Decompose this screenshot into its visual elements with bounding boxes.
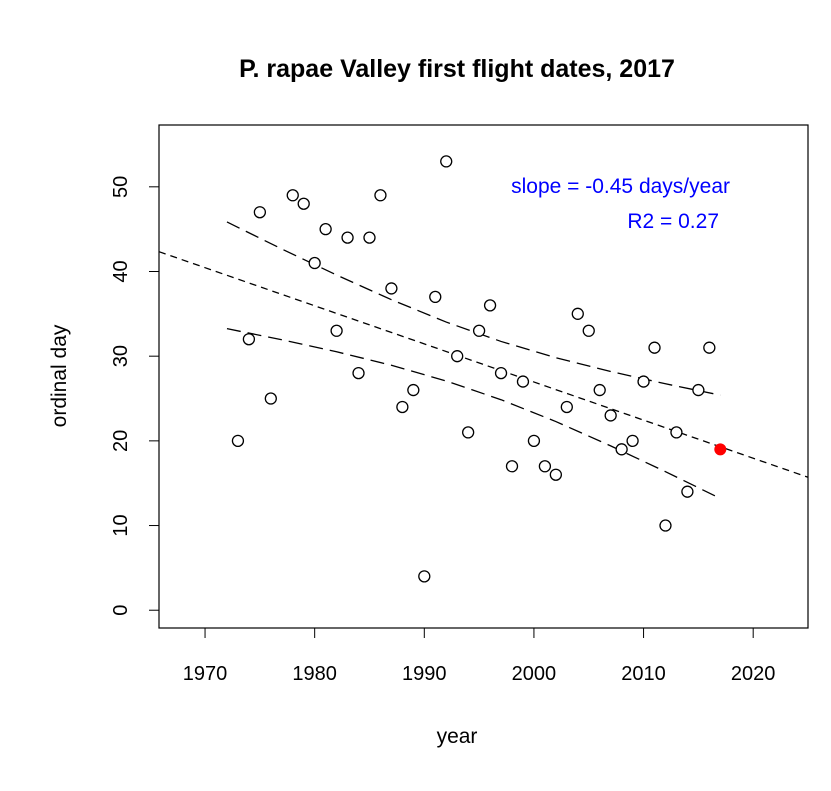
data-point <box>319 223 332 236</box>
data-point <box>659 519 672 532</box>
data-point <box>527 434 541 448</box>
plot-frame <box>158 124 809 629</box>
x-axis-label: year <box>437 725 478 748</box>
data-point <box>681 485 694 498</box>
data-point <box>352 366 365 380</box>
data-point <box>253 206 267 219</box>
confidence-lower-line <box>226 328 721 500</box>
data-point <box>264 392 277 405</box>
y-tick-label: 0 <box>110 605 132 616</box>
y-tick-label: 10 <box>110 514 132 536</box>
data-point <box>637 375 650 388</box>
data-point <box>308 256 321 270</box>
data-point <box>363 231 376 244</box>
regression-line <box>158 251 809 478</box>
data-point <box>242 333 256 346</box>
data-point <box>494 366 508 380</box>
data-point <box>692 383 705 397</box>
data-point <box>374 189 387 202</box>
data-point <box>571 307 584 320</box>
x-tick-label: 1980 <box>292 663 337 685</box>
data-point <box>440 155 453 168</box>
data-point <box>462 426 475 439</box>
data-point <box>396 400 409 414</box>
data-point <box>560 400 573 414</box>
data-point <box>297 197 310 210</box>
r2-annotation: R2 = 0.27 <box>627 210 719 233</box>
data-point <box>330 324 343 337</box>
data-point <box>615 443 628 456</box>
data-point <box>549 468 563 481</box>
y-tick-label: 30 <box>110 345 132 367</box>
data-point <box>516 375 530 388</box>
confidence-upper-line <box>226 221 721 396</box>
x-tick-label: 1990 <box>402 663 447 685</box>
x-tick-label: 2020 <box>731 663 776 685</box>
data-point <box>626 434 639 448</box>
data-point <box>451 350 464 363</box>
data-point <box>505 460 519 473</box>
data-point <box>604 409 617 422</box>
y-tick-label: 20 <box>110 430 132 452</box>
data-point <box>407 383 420 397</box>
data-point <box>593 383 606 397</box>
data-point <box>385 282 398 295</box>
slope-annotation: slope = -0.45 days/year <box>511 175 730 198</box>
data-point <box>582 324 595 337</box>
y-axis-label: ordinal day <box>48 324 71 427</box>
data-point <box>231 434 245 448</box>
highlight-point <box>714 443 727 456</box>
data-point <box>538 460 552 473</box>
y-tick-label: 40 <box>110 260 132 282</box>
data-point <box>429 290 442 304</box>
data-point <box>648 341 661 354</box>
data-point <box>670 426 683 439</box>
data-point <box>472 324 486 337</box>
data-point <box>418 570 431 583</box>
chart-title: P. rapae Valley first flight dates, 2017 <box>239 55 675 83</box>
x-tick-label: 2010 <box>621 663 666 685</box>
x-tick-label: 1970 <box>183 663 228 685</box>
y-tick-label: 50 <box>110 176 132 198</box>
data-point <box>483 299 497 312</box>
data-point <box>286 189 299 202</box>
data-point <box>341 231 354 244</box>
x-tick-label: 2000 <box>512 663 557 685</box>
data-point <box>703 341 716 354</box>
